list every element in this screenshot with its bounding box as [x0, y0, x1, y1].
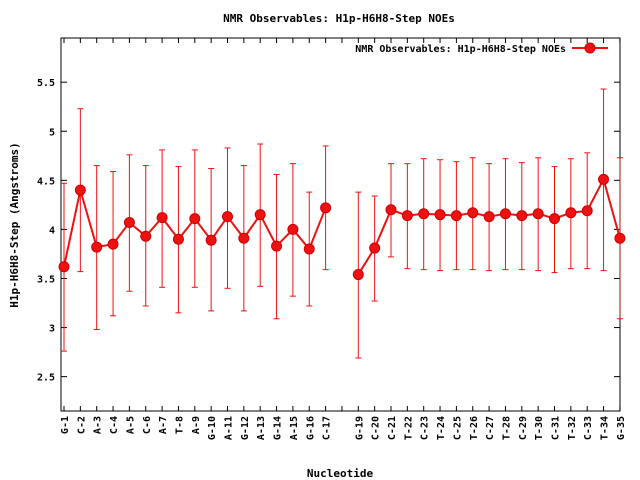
x-tick-label: G-16: [305, 416, 316, 440]
x-tick-label: G-19: [354, 416, 365, 440]
data-point: [499, 208, 511, 220]
x-tick-label: T-22: [403, 416, 414, 440]
data-point: [287, 223, 299, 235]
data-point: [58, 261, 70, 273]
x-tick-label: C-23: [420, 416, 431, 440]
x-tick-label: C-21: [387, 416, 398, 440]
x-tick-label: T-26: [469, 416, 480, 440]
x-tick-label: C-6: [142, 416, 153, 434]
x-tick-label: T-28: [501, 416, 512, 440]
data-point: [172, 233, 184, 245]
x-tick-label: T-34: [600, 416, 611, 440]
data-point: [123, 217, 135, 229]
x-tick-label: A-11: [224, 416, 235, 440]
x-tick-label: C-4: [109, 416, 120, 434]
data-point: [483, 211, 495, 223]
y-tick-label: 5.5: [37, 78, 55, 89]
x-tick-label: T-8: [174, 416, 185, 434]
x-axis: G-1 C-2 A-3 C-4 A-5 C-6 A-7 T-8 A-9 G-10 A-11 G-12 A…: [60, 38, 627, 440]
data-point: [598, 173, 610, 185]
data-point: [401, 210, 413, 222]
x-tick-label: C-27: [485, 416, 496, 440]
data-point: [450, 210, 462, 222]
x-tick-label: T-32: [567, 416, 578, 440]
error-bars: [61, 88, 623, 359]
x-tick-label: C-25: [452, 416, 463, 440]
y-tick-label: 4: [49, 225, 55, 236]
data-point: [303, 243, 315, 255]
x-tick-label: C-29: [518, 416, 529, 440]
y-tick-label: 3: [49, 324, 55, 335]
data-points: [58, 173, 626, 281]
data-point: [385, 204, 397, 216]
data-point: [565, 207, 577, 219]
x-tick-label: A-15: [289, 416, 300, 440]
y-tick-label: 5: [49, 127, 55, 138]
x-tick-label: C-2: [76, 416, 87, 434]
y-tick-label: 3.5: [37, 274, 55, 285]
x-tick-label: A-7: [158, 416, 169, 434]
data-point: [222, 211, 233, 223]
x-tick-label: C-33: [583, 416, 594, 440]
data-point: [156, 212, 168, 224]
data-point: [107, 238, 119, 250]
x-tick-label: G-14: [273, 416, 284, 440]
plot-frame: [60, 37, 621, 412]
data-point: [581, 205, 593, 217]
y-axis-label: H1p-H6H8-Step (Angstroms): [8, 142, 21, 308]
y-tick-label: 4.5: [37, 176, 55, 187]
x-tick-label: G-10: [207, 416, 218, 440]
data-point: [418, 208, 430, 220]
legend-marker: [584, 42, 596, 54]
data-point: [467, 207, 479, 219]
data-point: [549, 213, 560, 225]
legend-label: NMR Observables: H1p-H6H8-Step NOEs: [355, 44, 566, 55]
x-tick-label: C-20: [371, 416, 382, 440]
x-tick-label: G-35: [616, 416, 627, 440]
x-tick-label: T-24: [436, 416, 447, 440]
data-point: [238, 232, 250, 244]
x-tick-label: G-12: [240, 416, 251, 440]
data-point: [189, 213, 201, 225]
x-tick-label: A-13: [256, 416, 267, 440]
data-point: [91, 241, 103, 253]
data-point: [320, 202, 332, 214]
x-tick-label: A-9: [191, 416, 202, 434]
data-point: [352, 269, 364, 281]
data-point: [205, 234, 217, 246]
x-tick-label: A-5: [125, 416, 136, 434]
data-point: [434, 209, 446, 221]
x-tick-label: T-30: [534, 416, 545, 440]
data-point: [614, 232, 626, 244]
x-axis-label: Nucleotide: [307, 467, 374, 480]
data-point: [516, 210, 528, 222]
y-tick-label: 2.5: [37, 373, 55, 384]
x-tick-label: C-17: [322, 416, 333, 440]
x-tick-label: A-3: [93, 416, 104, 434]
data-point: [271, 240, 283, 252]
legend: NMR Observables: H1p-H6H8-Step NOEs: [355, 42, 608, 55]
data-point: [254, 209, 266, 221]
data-point: [140, 230, 152, 242]
data-point: [532, 208, 544, 220]
data-point: [369, 242, 381, 254]
series-lines: [63, 176, 621, 276]
data-point: [74, 184, 86, 196]
x-tick-label: C-31: [551, 416, 562, 440]
chart-title: NMR Observables: H1p-H6H8-Step NOEs: [223, 12, 455, 25]
x-tick-label: G-1: [60, 416, 71, 434]
y-axis: 2.5 3 3.5 4 4.5 5 5.5: [37, 78, 620, 384]
